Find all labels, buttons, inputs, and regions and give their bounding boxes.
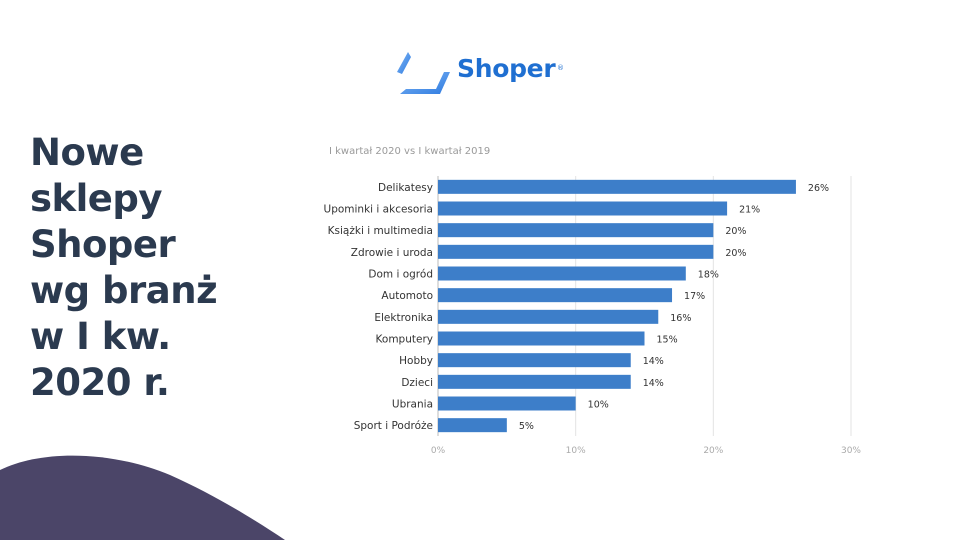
data-label: 21%: [739, 205, 760, 216]
title-line: Shoper: [30, 223, 176, 266]
x-tick-label: 0%: [431, 446, 446, 456]
x-tick-label: 10%: [566, 446, 586, 456]
category-label: Ubrania: [392, 399, 433, 411]
registered-mark: ®: [557, 64, 564, 72]
category-label: Komputery: [376, 334, 433, 346]
data-label: 18%: [698, 270, 719, 281]
page-title: Nowe sklepy Shoper wg branż w I kw. 2020…: [30, 130, 270, 406]
bar: [438, 396, 576, 411]
category-label: Elektronika: [374, 312, 433, 324]
bar: [438, 201, 728, 216]
bar: [438, 353, 631, 368]
bar: [438, 374, 631, 389]
title-line: Nowe: [30, 131, 144, 174]
data-label: 5%: [519, 421, 534, 432]
shoper-logo: Shoper ®: [394, 50, 574, 100]
category-label: Automoto: [381, 290, 433, 302]
title-line: wg branż: [30, 269, 218, 312]
decorative-wave-shape: [0, 455, 285, 540]
chart-subtitle: I kwartał 2020 vs I kwartał 2019: [329, 146, 491, 157]
bar: [438, 244, 714, 259]
bar: [438, 309, 659, 324]
bar: [438, 266, 686, 281]
category-label: Upominki i akcesoria: [324, 204, 433, 216]
bar: [438, 331, 645, 346]
bar: [438, 179, 796, 194]
data-label: 26%: [808, 183, 829, 194]
data-label: 14%: [643, 356, 664, 367]
bar: [438, 288, 673, 303]
bar: [438, 418, 507, 433]
title-line: w I kw.: [30, 315, 171, 358]
category-label: Zdrowie i uroda: [351, 247, 433, 259]
data-label: 10%: [588, 400, 609, 411]
category-label: Hobby: [399, 355, 433, 367]
category-label: Dzieci: [401, 377, 433, 389]
title-line: sklepy: [30, 177, 163, 220]
title-line: 2020 r.: [30, 361, 170, 404]
category-label: Delikatesy: [378, 182, 433, 194]
shoper-logo-text: Shoper: [457, 54, 556, 83]
data-label: 20%: [725, 248, 746, 259]
category-label: Książki i multimedia: [328, 225, 433, 237]
data-label: 16%: [670, 313, 691, 324]
category-label: Dom i ogród: [368, 269, 433, 281]
x-tick-label: 20%: [703, 446, 723, 456]
data-label: 14%: [643, 378, 664, 389]
data-label: 17%: [684, 291, 705, 302]
bar: [438, 223, 714, 238]
data-label: 20%: [725, 226, 746, 237]
shoper-logo-mark-icon: [397, 52, 450, 94]
data-label: 15%: [657, 335, 678, 346]
category-label: Sport i Podróże: [354, 420, 433, 432]
x-tick-label: 30%: [841, 446, 861, 456]
